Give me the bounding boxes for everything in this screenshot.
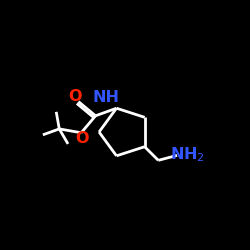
Text: O: O (68, 89, 81, 104)
Text: NH: NH (92, 90, 119, 105)
Text: O: O (76, 131, 89, 146)
Text: NH$_2$: NH$_2$ (170, 145, 205, 164)
